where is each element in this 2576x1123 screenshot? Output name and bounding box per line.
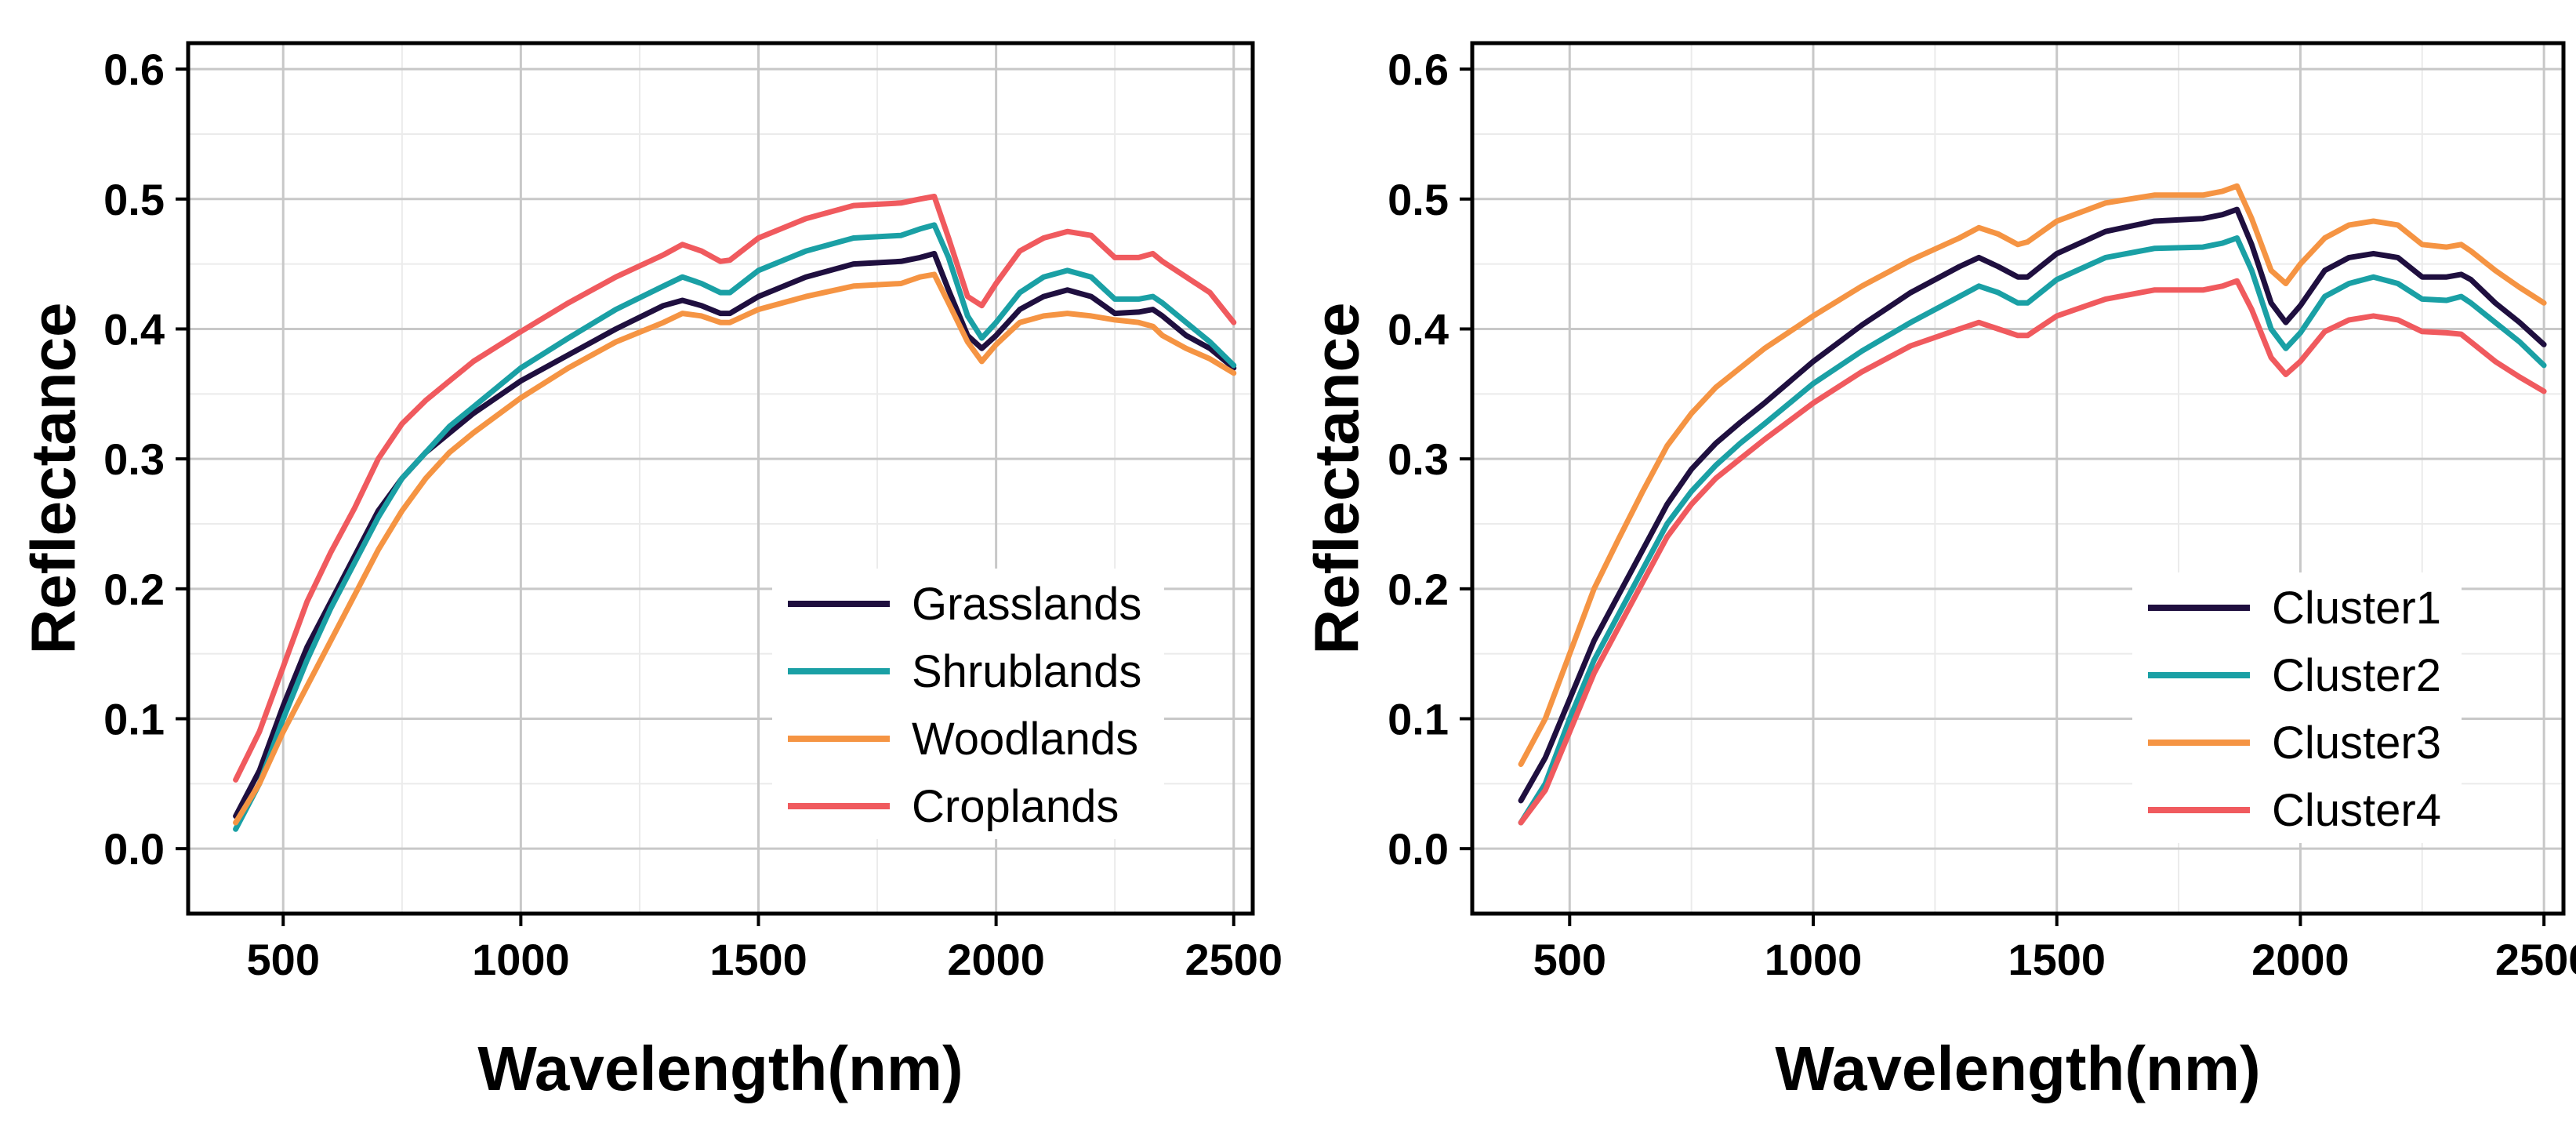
y-axis-title: Reflectance: [1302, 302, 1372, 654]
x-tick-label: 1500: [2008, 935, 2106, 984]
y-tick-label: 0.3: [103, 434, 165, 484]
legend-label: Woodlands: [912, 714, 1138, 765]
x-tick-label: 2500: [2495, 935, 2576, 984]
legend-label: Croplands: [912, 781, 1119, 832]
y-tick-label: 0.6: [103, 45, 165, 94]
x-axis-title: Wavelength(nm): [1775, 1034, 2260, 1103]
y-axis-title: Reflectance: [19, 302, 89, 654]
series-line-cluster1: [1518, 206, 2547, 804]
series-line-woodlands: [233, 271, 1237, 826]
y-tick-label: 0.0: [1388, 824, 1449, 874]
y-tick-label: 0.2: [103, 565, 165, 614]
x-tick-label: 500: [1533, 935, 1606, 984]
y-tick-label: 0.2: [1388, 565, 1449, 614]
legend-label: Cluster2: [2272, 650, 2441, 701]
x-axis-title: Wavelength(nm): [477, 1034, 963, 1103]
y-tick-label: 0.6: [1388, 45, 1449, 94]
legend: Cluster1 Cluster2 Cluster3 Cluster4: [2132, 572, 2462, 843]
legend-label: Shrublands: [912, 646, 1141, 697]
y-tick-label: 0.1: [1388, 694, 1449, 743]
legend-label: Cluster1: [2272, 583, 2441, 634]
legend-background: [2132, 572, 2462, 843]
x-tick-label: 500: [247, 935, 320, 984]
x-tick-label: 1000: [472, 935, 570, 984]
legend: Grasslands Shrublands Woodlands Croplands: [772, 569, 1164, 839]
legend-label: Cluster4: [2272, 785, 2441, 836]
x-tick-label: 2000: [947, 935, 1045, 984]
y-tick-label: 0.5: [1388, 175, 1449, 224]
y-tick-label: 0.1: [103, 694, 165, 743]
y-tick-label: 0.5: [103, 175, 165, 224]
y-tick-label: 0.4: [103, 304, 165, 354]
x-tick-label: 1500: [709, 935, 807, 984]
series-line-cluster3: [1518, 183, 2547, 767]
x-tick-label: 1000: [1765, 935, 1863, 984]
x-tick-label: 2000: [2251, 935, 2349, 984]
series-line-shrublands: [233, 222, 1237, 832]
series-line-croplands: [233, 194, 1237, 783]
legend-label: Cluster3: [2272, 718, 2441, 769]
plot-frame: [186, 41, 1255, 916]
x-tick-label: 2500: [1185, 935, 1283, 984]
y-tick-label: 0.3: [1388, 434, 1449, 484]
y-tick-label: 0.4: [1388, 304, 1449, 354]
chart-panel-clusters: 500 1000 1500 2000 2500 0.0 0.1 0.2 0.3 0.4 0.5 0.6…: [1302, 41, 2576, 1103]
series-line-cluster4: [1518, 278, 2547, 826]
plot-frame: [1470, 41, 2566, 916]
series-line-cluster2: [1518, 235, 2547, 826]
legend-label: Grasslands: [912, 579, 1141, 630]
y-tick-label: 0.0: [103, 824, 165, 874]
chart-panel-land-cover: 500 1000 1500 2000 2500 0.0 0.1 0.2 0.3 0.4 0.5 0.6…: [19, 41, 1283, 1103]
legend-background: [772, 569, 1164, 839]
